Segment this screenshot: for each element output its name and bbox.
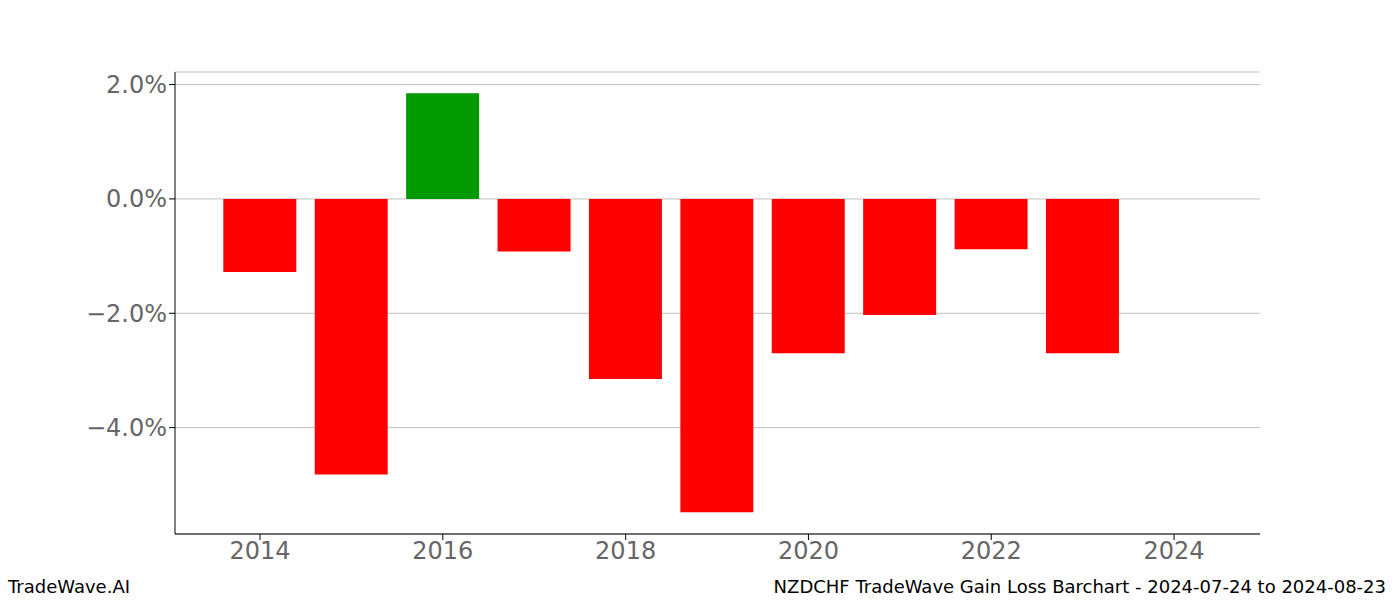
- svg-text:2.0%: 2.0%: [106, 71, 167, 99]
- svg-text:2018: 2018: [595, 537, 656, 565]
- svg-text:2020: 2020: [778, 537, 839, 565]
- svg-text:−2.0%: −2.0%: [86, 300, 167, 328]
- svg-text:−4.0%: −4.0%: [86, 414, 167, 442]
- svg-text:2024: 2024: [1144, 537, 1205, 565]
- html-text:TradeWave.AI: TradeWave.AI: [8, 576, 130, 597]
- svg-text:2014: 2014: [229, 537, 290, 565]
- html-text:NZDCHF TradeWave Gain Loss Bar: NZDCHF TradeWave Gain Loss Barchart - 20…: [773, 576, 1386, 597]
- svg-text:0.0%: 0.0%: [106, 185, 167, 213]
- svg-text:2016: 2016: [412, 537, 473, 565]
- svg-text:2022: 2022: [961, 537, 1022, 565]
